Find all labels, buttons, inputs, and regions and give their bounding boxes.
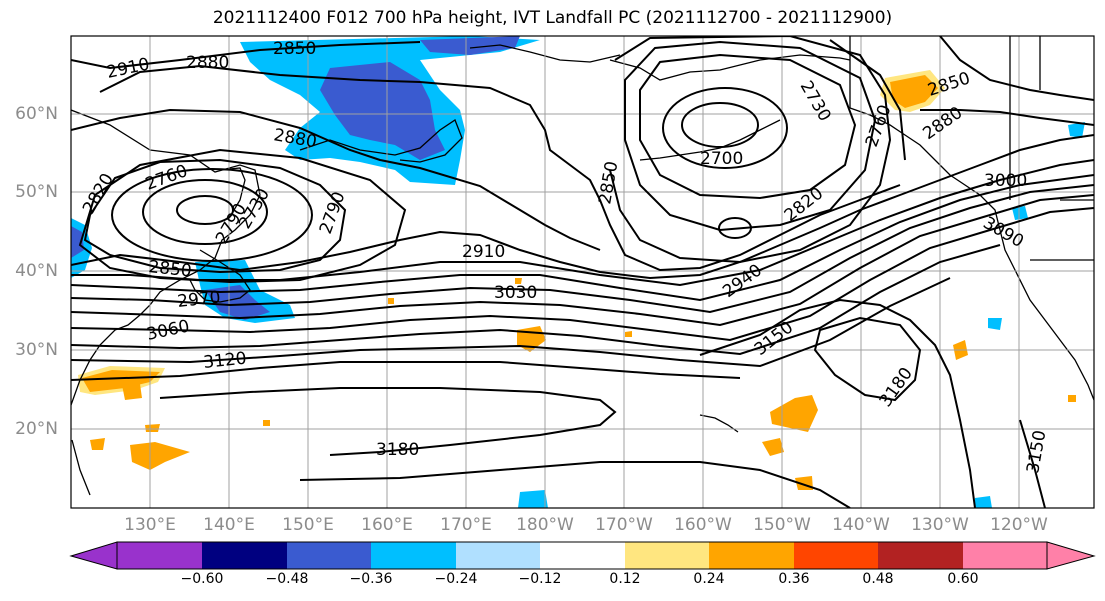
longitude-label: 120°W bbox=[990, 515, 1048, 535]
colorbar-segment bbox=[456, 542, 540, 569]
longitude-label: 180°W bbox=[516, 515, 574, 535]
contour-label: 2850 bbox=[147, 257, 192, 281]
colorbar-segment bbox=[878, 542, 963, 569]
colorbar-segment bbox=[794, 542, 878, 569]
longitude-label: 150°E bbox=[282, 515, 334, 535]
colorbar-segment bbox=[625, 542, 709, 569]
latitude-label: 60°N bbox=[15, 104, 58, 124]
contour-label: 3030 bbox=[494, 283, 537, 303]
longitude-label: 160°E bbox=[361, 515, 413, 535]
contour-label: 2700 bbox=[700, 149, 743, 169]
coastlines bbox=[71, 36, 1094, 496]
colorbar-segment bbox=[1046, 541, 1096, 570]
colorbar-tick-label: 0.48 bbox=[862, 571, 894, 587]
colorbar-tick-label: −0.48 bbox=[265, 571, 309, 587]
colorbar-frame bbox=[116, 541, 1048, 570]
colorbar-segment bbox=[117, 542, 202, 569]
longitude-label: 170°E bbox=[440, 515, 492, 535]
colorbar-segment bbox=[963, 542, 1047, 569]
colorbar-tick-label: 0.12 bbox=[609, 571, 641, 587]
colorbar-segment bbox=[709, 542, 794, 569]
longitude-label: 130°E bbox=[124, 515, 176, 535]
colorbar-segment bbox=[287, 542, 371, 569]
colorbar-segment bbox=[371, 542, 456, 569]
contour-label: 2910 bbox=[462, 242, 505, 262]
contour-label: 2880 bbox=[186, 53, 229, 73]
colorbar-tick-label: −0.24 bbox=[434, 571, 478, 587]
colorbar-tick-label: 0.36 bbox=[778, 571, 810, 587]
colorbar-tick-label: −0.12 bbox=[518, 571, 562, 587]
colorbar-tick-label: −0.36 bbox=[349, 571, 393, 587]
longitude-label: 140°E bbox=[203, 515, 255, 535]
colorbar-tick-label: −0.60 bbox=[180, 571, 224, 587]
longitude-label: 150°W bbox=[753, 515, 811, 535]
colorbar-tick-label: 0.60 bbox=[947, 571, 979, 587]
longitude-label: 130°W bbox=[911, 515, 969, 535]
colorbar-segment bbox=[540, 542, 625, 569]
latitude-label: 30°N bbox=[15, 340, 58, 360]
contour-label: 3180 bbox=[376, 440, 419, 460]
longitude-label: 160°W bbox=[674, 515, 732, 535]
colorbar bbox=[69, 541, 1096, 570]
contour-label: 2850 bbox=[273, 39, 316, 59]
graticule bbox=[71, 36, 1094, 508]
colorbar-tick-label: 0.24 bbox=[693, 571, 725, 587]
contour-label: 2970 bbox=[176, 288, 221, 312]
longitude-label: 140°W bbox=[832, 515, 890, 535]
contour-label: 3120 bbox=[202, 349, 247, 373]
contour-label: 3000 bbox=[984, 171, 1027, 191]
longitude-label: 170°W bbox=[595, 515, 653, 535]
map-frame bbox=[70, 35, 1095, 509]
colorbar-segment bbox=[69, 541, 118, 570]
latitude-label: 50°N bbox=[15, 182, 58, 202]
latitude-label: 20°N bbox=[15, 419, 58, 439]
height-contours bbox=[71, 36, 1094, 508]
latitude-label: 40°N bbox=[15, 261, 58, 281]
colorbar-segment bbox=[202, 542, 287, 569]
page-title: 2021112400 F012 700 hPa height, IVT Land… bbox=[212, 8, 893, 28]
